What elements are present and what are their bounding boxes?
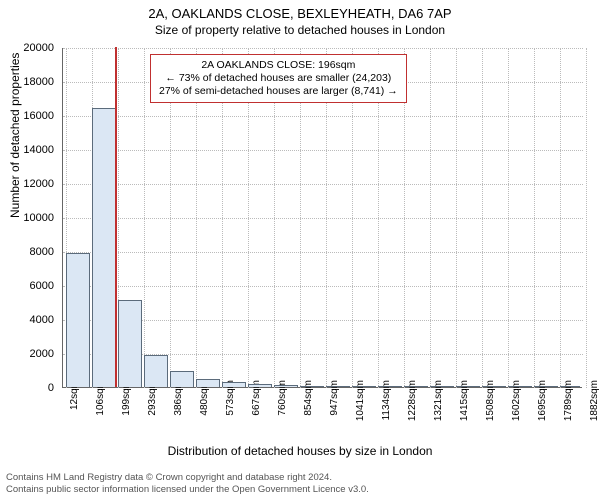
property-marker-line bbox=[115, 47, 117, 387]
chart-container: 2A, OAKLANDS CLOSE, BEXLEYHEATH, DA6 7AP… bbox=[0, 0, 600, 500]
x-tick-label: 1882sqm bbox=[589, 380, 600, 421]
histogram-bar bbox=[222, 382, 246, 387]
y-tick-label: 18000 bbox=[4, 76, 54, 88]
y-tick-label: 6000 bbox=[4, 280, 54, 292]
annotation-box: 2A OAKLANDS CLOSE: 196sqm← 73% of detach… bbox=[150, 54, 407, 103]
gridline-vertical bbox=[586, 48, 587, 388]
histogram-bar bbox=[508, 386, 532, 387]
annotation-line: 27% of semi-detached houses are larger (… bbox=[159, 85, 398, 98]
histogram-bar bbox=[456, 386, 480, 387]
histogram-bar bbox=[118, 300, 142, 387]
gridline-vertical bbox=[482, 48, 483, 388]
histogram-bar bbox=[378, 386, 402, 387]
y-tick-label: 8000 bbox=[4, 246, 54, 258]
gridline-horizontal bbox=[63, 286, 583, 287]
histogram-bar bbox=[482, 386, 506, 387]
gridline-vertical bbox=[456, 48, 457, 388]
annotation-line: 2A OAKLANDS CLOSE: 196sqm bbox=[159, 59, 398, 72]
gridline-horizontal bbox=[63, 218, 583, 219]
y-tick-label: 14000 bbox=[4, 144, 54, 156]
histogram-bar bbox=[430, 386, 454, 387]
histogram-bar bbox=[404, 386, 428, 387]
gridline-vertical bbox=[560, 48, 561, 388]
histogram-bar bbox=[144, 355, 168, 387]
y-tick-label: 0 bbox=[4, 382, 54, 394]
gridline-vertical bbox=[534, 48, 535, 388]
y-tick-label: 16000 bbox=[4, 110, 54, 122]
histogram-bar bbox=[274, 385, 298, 387]
histogram-bar bbox=[300, 386, 324, 387]
histogram-bar bbox=[560, 386, 580, 387]
annotation-line: ← 73% of detached houses are smaller (24… bbox=[159, 72, 398, 85]
gridline-horizontal bbox=[63, 252, 583, 253]
histogram-bar bbox=[326, 386, 350, 387]
gridline-horizontal bbox=[63, 116, 583, 117]
gridline-vertical bbox=[508, 48, 509, 388]
gridline-horizontal bbox=[63, 48, 583, 49]
y-tick-label: 12000 bbox=[4, 178, 54, 190]
histogram-bar bbox=[534, 386, 558, 387]
gridline-horizontal bbox=[63, 150, 583, 151]
chart-title: 2A, OAKLANDS CLOSE, BEXLEYHEATH, DA6 7AP bbox=[0, 0, 600, 21]
chart-subtitle: Size of property relative to detached ho… bbox=[0, 21, 600, 37]
y-tick-label: 20000 bbox=[4, 42, 54, 54]
gridline-vertical bbox=[430, 48, 431, 388]
y-tick-label: 2000 bbox=[4, 348, 54, 360]
footer-line-1: Contains HM Land Registry data © Crown c… bbox=[6, 472, 369, 484]
gridline-horizontal bbox=[63, 184, 583, 185]
histogram-bar bbox=[248, 384, 272, 387]
histogram-bar bbox=[170, 371, 194, 387]
footer-attribution: Contains HM Land Registry data © Crown c… bbox=[6, 472, 369, 496]
y-tick-label: 10000 bbox=[4, 212, 54, 224]
gridline-vertical bbox=[144, 48, 145, 388]
y-tick-label: 4000 bbox=[4, 314, 54, 326]
histogram-bar bbox=[352, 386, 376, 387]
histogram-bar bbox=[92, 108, 116, 387]
x-axis-label: Distribution of detached houses by size … bbox=[0, 444, 600, 458]
histogram-bar bbox=[66, 253, 90, 387]
histogram-bar bbox=[196, 379, 220, 388]
footer-line-2: Contains public sector information licen… bbox=[6, 484, 369, 496]
